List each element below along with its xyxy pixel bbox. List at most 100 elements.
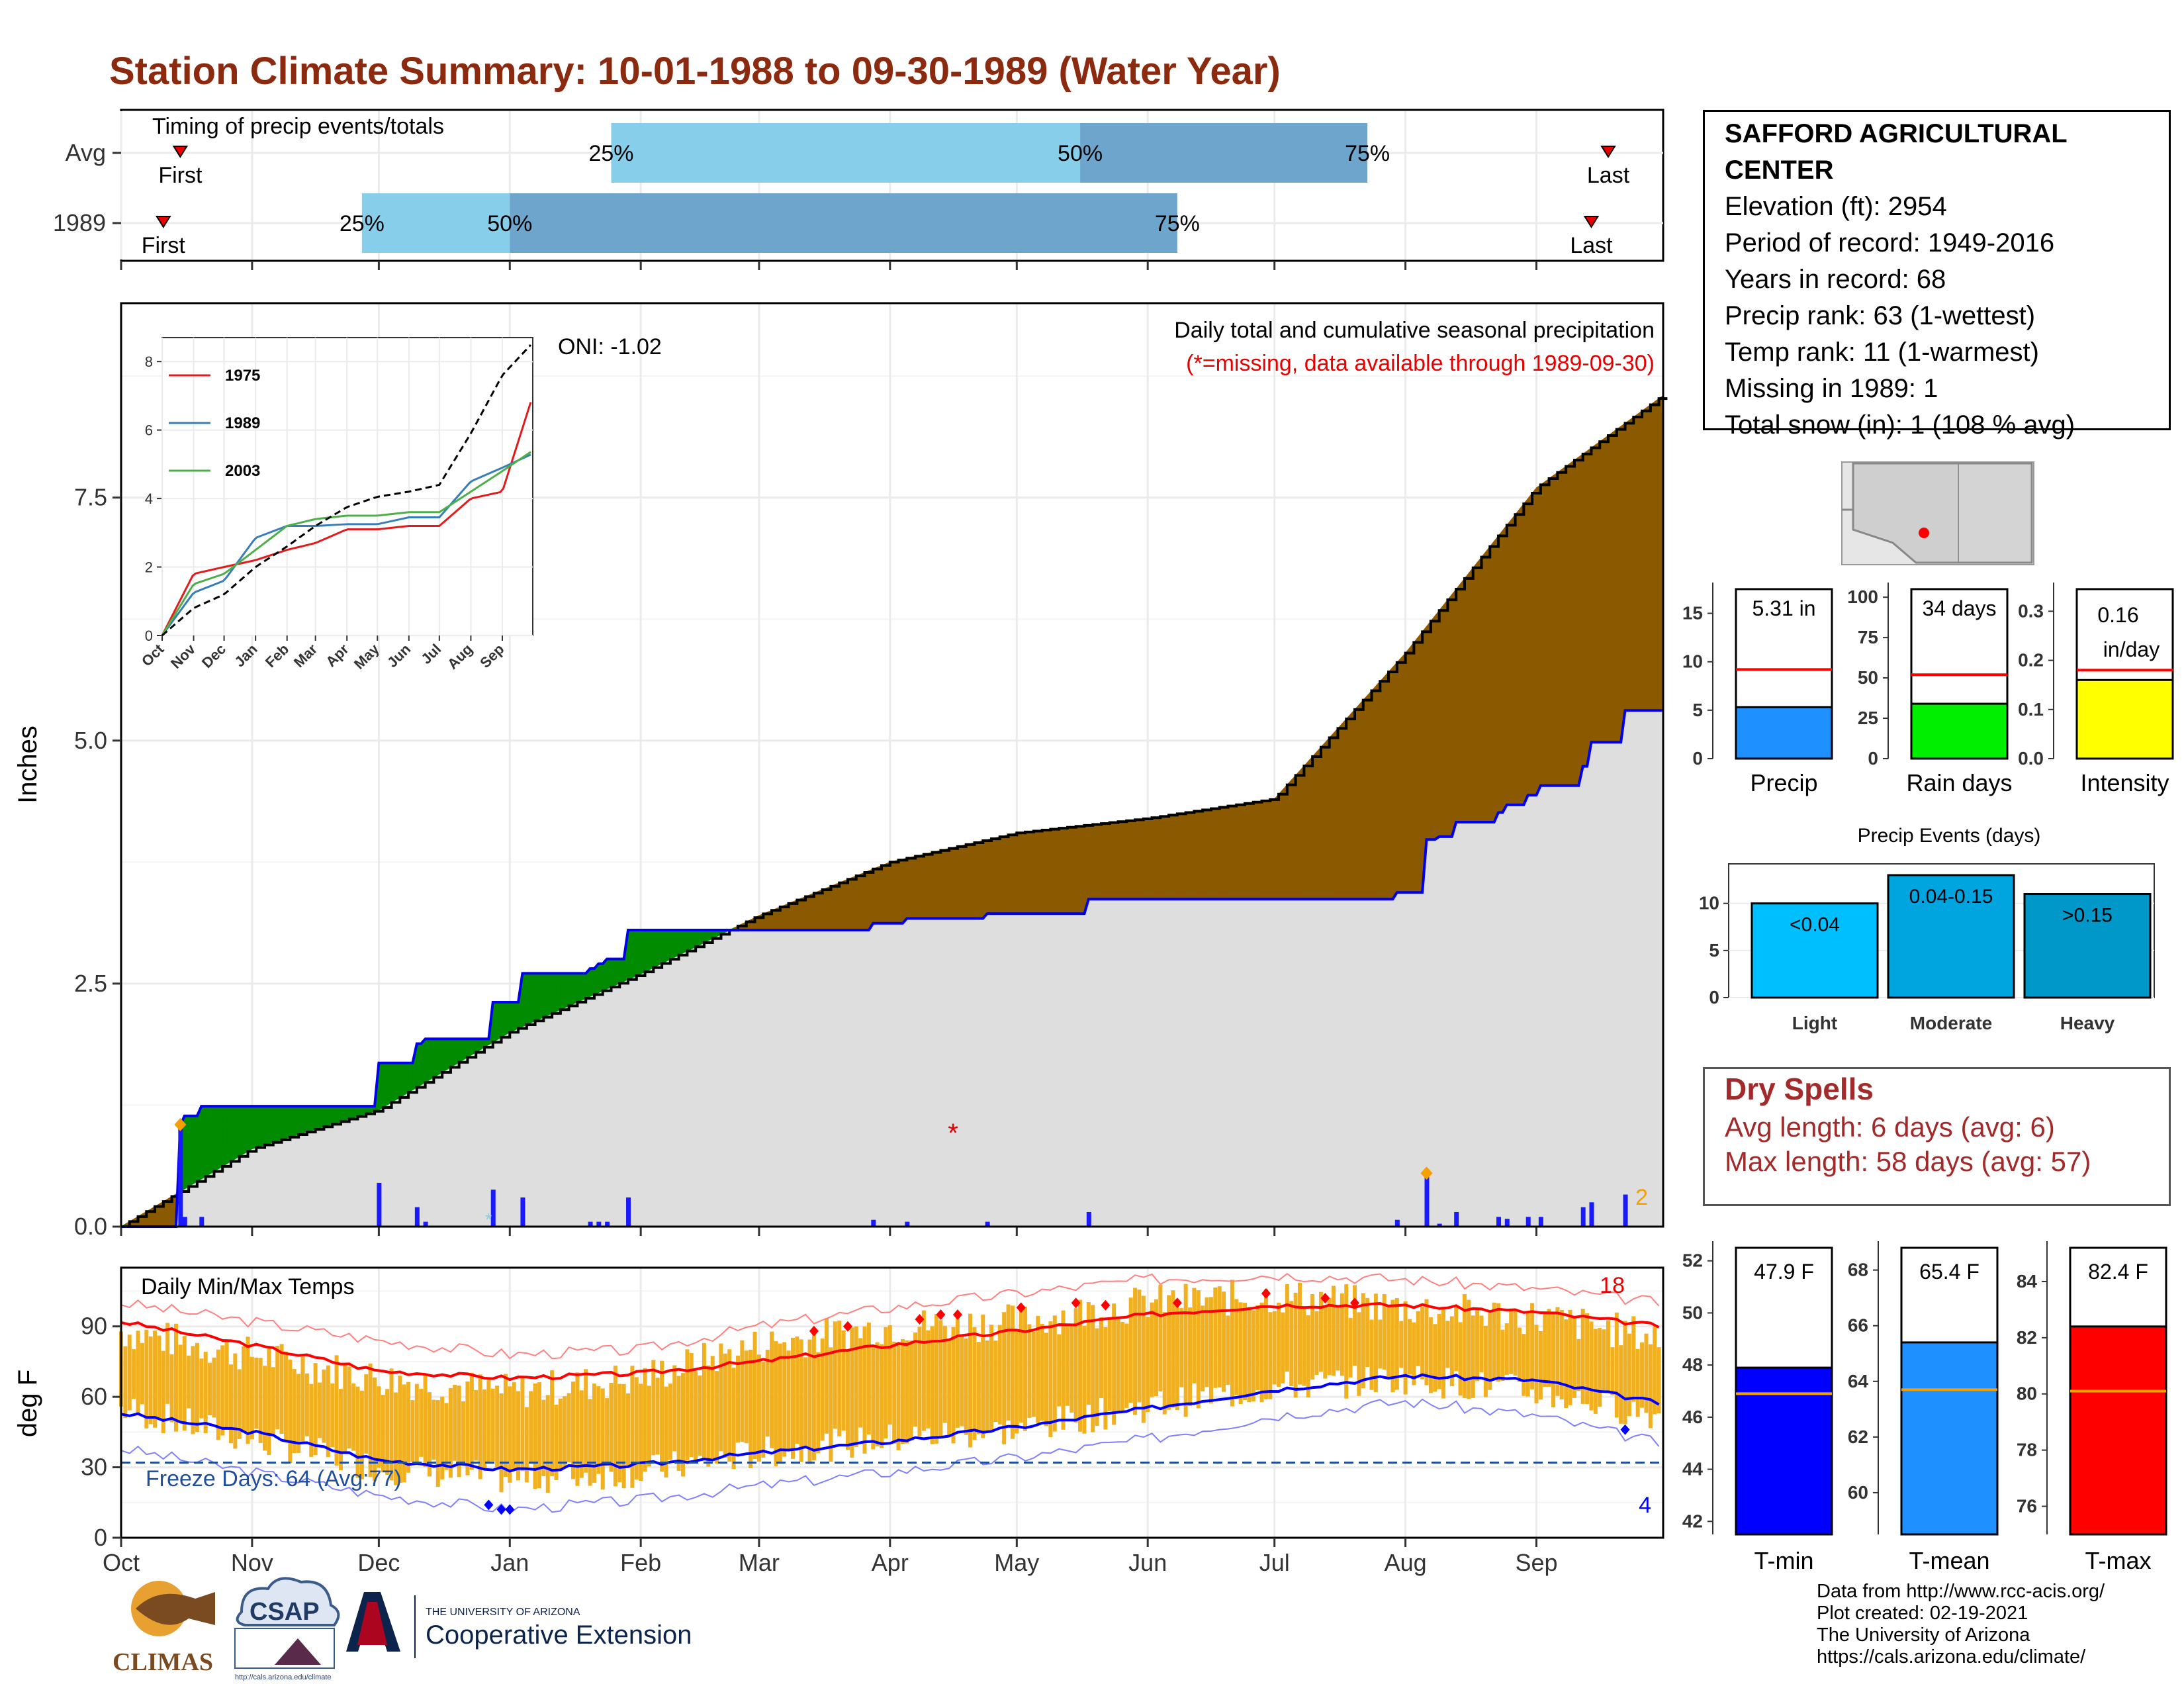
daily-precip-bar	[1424, 1173, 1430, 1227]
daily-precip-bar	[1086, 1211, 1091, 1227]
timing-event-marker	[172, 146, 189, 158]
tmean-ytick: 64	[1848, 1371, 1869, 1391]
precip-ytick: 7.5	[74, 484, 107, 511]
record-high-marker	[809, 1325, 819, 1336]
station-info-box: SAFFORD AGRICULTURAL CENTER Elevation (f…	[1703, 110, 2171, 440]
station-elevation: Elevation (ft): 2954	[1725, 192, 1947, 221]
daily-precip-bar	[985, 1221, 990, 1227]
daily-precip-bar	[377, 1182, 382, 1227]
month-tick: Sep	[1515, 1549, 1557, 1576]
tmin-value: 47.9 F	[1754, 1260, 1814, 1284]
daily-precip-bar	[1589, 1202, 1594, 1227]
raindays-label: Rain days	[1906, 769, 2012, 796]
timing-bar-1989-50-75	[510, 193, 1177, 253]
tmean-ytick: 68	[1848, 1260, 1868, 1280]
inset-ytick: 8	[145, 353, 153, 370]
csap-wordmark: CSAP	[250, 1598, 320, 1626]
events-bar-label: >0.15	[2062, 905, 2113, 927]
tmin-ytick: 46	[1682, 1407, 1703, 1427]
record-high-marker	[1101, 1299, 1111, 1311]
timing-event-label: Last	[1587, 163, 1630, 188]
tmin-ytick: 48	[1682, 1354, 1703, 1375]
csap-logo: CSAP http://cals.arizona.edu/climate	[234, 1577, 340, 1681]
dry-spells-box: Dry Spells Avg length: 6 days (avg: 6) M…	[1703, 1067, 2171, 1206]
daily-precip-bar	[1538, 1217, 1543, 1227]
events-category: Heavy	[2060, 1013, 2115, 1033]
station-precip-rank: Precip rank: 63 (1-wettest)	[1725, 301, 2036, 330]
raindays-ytick: 0	[1868, 748, 1878, 769]
month-tick: Feb	[620, 1549, 661, 1576]
events-category: Light	[1792, 1013, 1837, 1033]
record-high-marker	[1320, 1293, 1330, 1304]
month-tick: Aug	[1385, 1549, 1427, 1576]
timing-pct-label: 50%	[487, 211, 532, 236]
daily-precip-bar	[1454, 1211, 1459, 1227]
daily-precip-bar	[1623, 1194, 1628, 1227]
daily-precip-bar	[588, 1221, 593, 1227]
month-tick: May	[994, 1549, 1039, 1576]
timing-event-label: First	[158, 163, 203, 188]
inset-legend-2003: 2003	[225, 462, 260, 480]
timing-panel: 25% 50% 75% First Last 25% 50% 75% First Last Tim…	[53, 109, 1664, 270]
raindays-ytick: 25	[1858, 708, 1878, 728]
tmin-bar	[1735, 1366, 1833, 1536]
station-years: Years in record: 68	[1725, 265, 1946, 294]
temp-ytick: 30	[81, 1454, 107, 1481]
inset-legend-1989: 1989	[225, 414, 260, 432]
dry-spells-title: Dry Spells	[1725, 1072, 1874, 1106]
daily-precip-bar	[520, 1197, 525, 1227]
temp-ytick: 90	[81, 1313, 107, 1340]
tmax-ytick: 84	[2017, 1271, 2038, 1291]
record-high-marker	[1350, 1297, 1359, 1309]
credit-line-1: Data from http://www.rcc-acis.org/	[1817, 1581, 2105, 1602]
credit-line-3: The University of Arizona	[1817, 1624, 2030, 1646]
tmax-ytick: 82	[2017, 1327, 2037, 1348]
oni-label: ONI: -1.02	[558, 334, 662, 359]
max-event-marker	[174, 1117, 187, 1131]
timing-label: Timing of precip events/totals	[152, 114, 444, 139]
record-low-marker	[496, 1504, 506, 1515]
daily-precip-bar	[626, 1197, 631, 1227]
precip-value: 5.31 in	[1752, 596, 1815, 620]
missing-count: 2	[1635, 1185, 1648, 1210]
timing-pct-label: 25%	[588, 141, 633, 166]
inset-series-2003	[161, 451, 531, 636]
temp-ytick: 0	[94, 1524, 107, 1551]
events-ytick: 0	[1709, 987, 1719, 1008]
cold-count: 4	[1639, 1493, 1651, 1518]
timing-event-label: Last	[1570, 233, 1613, 258]
intensity-ytick: 0.2	[2018, 650, 2044, 671]
inset-legend-1975: 1975	[225, 367, 260, 385]
hot-count: 18	[1600, 1273, 1625, 1298]
station-location-marker	[1919, 528, 1929, 538]
precip-label: Precip	[1750, 769, 1817, 796]
inset-ytick: 2	[145, 559, 153, 576]
record-high-marker	[1172, 1297, 1182, 1309]
daily-precip-bar	[905, 1221, 910, 1227]
ua-small-wordmark: THE UNIVERSITY OF ARIZONA	[426, 1607, 580, 1618]
precip-panel: * 0.0 2.5 5.0 7.5 Inches Daily total and cu…	[13, 302, 1668, 1240]
month-tick: Mar	[739, 1549, 780, 1576]
month-tick: Dec	[357, 1549, 400, 1576]
temp-ylabel: deg F	[13, 1370, 42, 1437]
raindays-ytick: 100	[1847, 586, 1878, 607]
tmax-ytick: 78	[2017, 1440, 2037, 1460]
daily-precip-bar	[490, 1190, 496, 1227]
daily-precip-bar	[178, 1124, 183, 1227]
tmax-bar	[2069, 1325, 2167, 1536]
inset-series-1975	[161, 402, 532, 636]
month-tick: Nov	[231, 1549, 273, 1576]
csap-url: http://cals.arizona.edu/climate	[235, 1673, 332, 1681]
timing-event-marker	[1600, 146, 1616, 158]
record-low-marker	[1620, 1424, 1630, 1435]
intensity-label: Intensity	[2080, 769, 2169, 796]
tmax-label: T-max	[2085, 1547, 2151, 1574]
station-map	[1841, 461, 2034, 565]
inset-series-1989	[161, 453, 531, 636]
intensity-ytick: 0.3	[2018, 600, 2044, 621]
station-name-line1: SAFFORD AGRICULTURAL	[1725, 119, 2068, 148]
precip-observed-line	[121, 709, 1663, 1228]
inset-ytick: 0	[145, 628, 153, 644]
